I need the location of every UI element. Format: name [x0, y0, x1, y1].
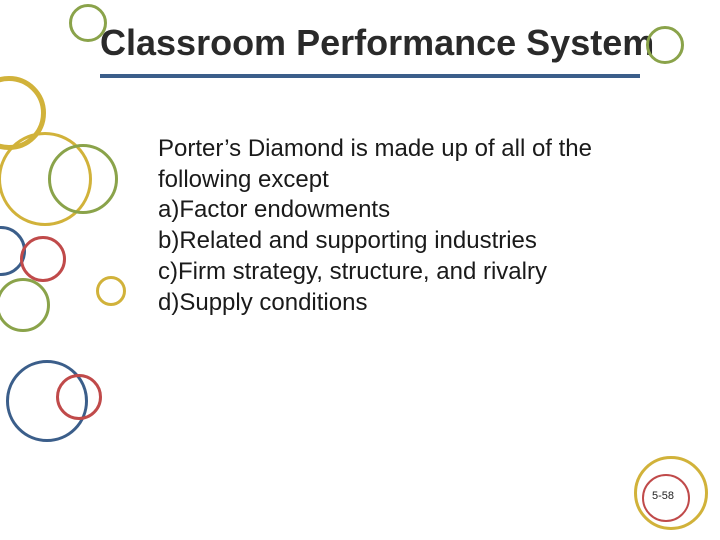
question-body: Porter’s Diamond is made up of all of th… — [158, 134, 638, 318]
circle-decoration — [96, 276, 126, 306]
slide: Classroom Performance System Porter’s Di… — [0, 0, 720, 540]
question-text: Porter’s Diamond is made up of all of th… — [158, 134, 638, 195]
circle-decoration — [646, 26, 684, 64]
slide-title: Classroom Performance System — [100, 22, 654, 64]
circle-decoration — [48, 144, 118, 214]
circle-decoration — [56, 374, 102, 420]
circle-decoration — [0, 278, 50, 332]
circle-decoration — [642, 474, 690, 522]
option-c: c)Firm strategy, structure, and rivalry — [158, 257, 638, 288]
circle-decoration — [20, 236, 66, 282]
option-b: b)Related and supporting industries — [158, 226, 638, 257]
option-a: a)Factor endowments — [158, 195, 638, 226]
circle-decoration — [69, 4, 107, 42]
option-d: d)Supply conditions — [158, 288, 638, 319]
title-underline — [100, 74, 640, 78]
